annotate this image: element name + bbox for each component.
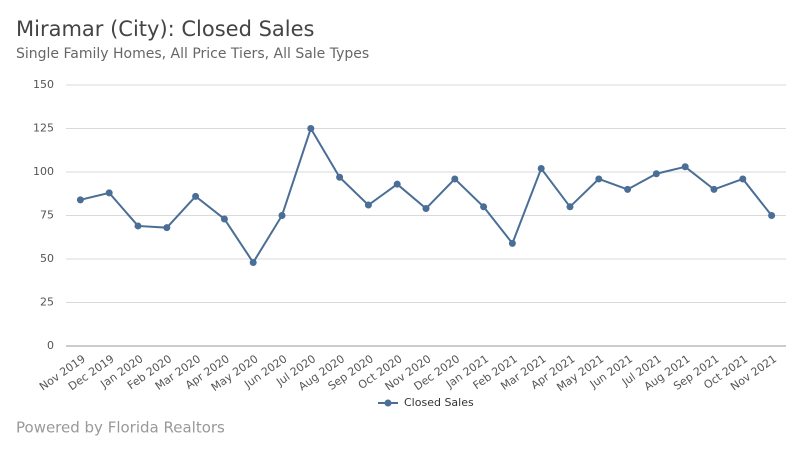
point	[739, 175, 747, 183]
point	[134, 222, 142, 230]
chart-title: Miramar (City): Closed Sales	[16, 17, 315, 41]
y-tick-label: 150	[33, 78, 54, 91]
point	[76, 196, 84, 204]
point	[624, 185, 632, 193]
point	[192, 192, 200, 200]
y-tick-label: 50	[40, 252, 54, 265]
point	[278, 212, 286, 219]
point	[393, 180, 401, 188]
legend-label: Closed Sales	[404, 396, 474, 409]
y-tick-label: 25	[40, 296, 54, 309]
y-tick-label: 0	[47, 339, 54, 352]
point	[566, 203, 574, 211]
point	[508, 239, 516, 247]
point	[249, 258, 257, 266]
y-tick-label: 125	[33, 122, 54, 135]
point	[220, 215, 228, 223]
series-line	[80, 126, 773, 265]
point	[537, 165, 545, 173]
point	[364, 201, 372, 209]
point	[595, 175, 603, 183]
point	[768, 212, 776, 219]
chart-subtitle: Single Family Homes, All Price Tiers, Al…	[16, 46, 369, 62]
legend-marker	[384, 399, 392, 407]
point	[422, 205, 430, 213]
point	[652, 170, 660, 178]
y-tick-label: 100	[33, 165, 54, 178]
point	[163, 224, 171, 232]
point	[710, 185, 718, 193]
y-tick-label: 75	[40, 209, 54, 222]
point	[336, 173, 344, 181]
point	[105, 189, 113, 197]
point	[451, 175, 459, 183]
point	[480, 203, 488, 211]
point	[307, 125, 315, 132]
point	[681, 163, 689, 171]
footer: Powered by Florida Realtors	[16, 419, 225, 437]
